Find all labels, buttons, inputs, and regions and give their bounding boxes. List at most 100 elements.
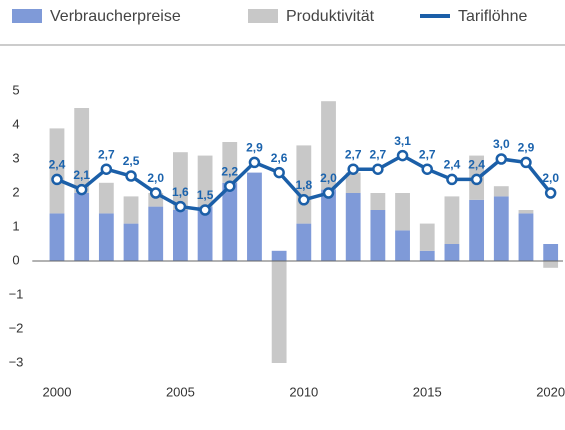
line-point <box>100 163 113 175</box>
bar <box>271 250 287 261</box>
bar <box>493 196 509 261</box>
bar <box>197 206 213 261</box>
data-label: 3,0 <box>493 137 510 151</box>
line-point <box>248 156 261 169</box>
data-label: 3,1 <box>394 134 411 148</box>
data-label: 2,1 <box>73 168 90 182</box>
x-tick-label: 2020 <box>536 384 565 399</box>
bar <box>222 182 238 261</box>
bar <box>345 193 361 261</box>
data-label: 2,5 <box>123 154 140 168</box>
line-point <box>446 173 458 186</box>
bar <box>49 213 65 261</box>
x-tick-label: 2010 <box>289 384 318 399</box>
y-tick-label: 1 <box>12 218 19 233</box>
bar <box>419 223 435 251</box>
line-point <box>421 163 433 175</box>
y-tick-label: −3 <box>9 354 24 369</box>
data-label: 2,0 <box>147 171 164 185</box>
bar <box>172 152 188 210</box>
data-label: 2,0 <box>320 171 337 185</box>
bar <box>321 189 336 261</box>
bar <box>123 223 139 261</box>
line-point <box>51 173 63 186</box>
line-point <box>495 153 508 165</box>
data-label: 2,6 <box>271 151 288 165</box>
x-tick-label: 2000 <box>43 384 72 399</box>
x-tick-label: 2015 <box>413 384 442 399</box>
bar <box>518 210 534 214</box>
bar <box>197 155 213 207</box>
bar <box>469 199 485 261</box>
data-label: 2,7 <box>345 147 362 161</box>
data-label: 2,4 <box>444 158 461 172</box>
bar <box>222 142 238 183</box>
data-label: 1,5 <box>197 188 214 202</box>
y-tick-label: 4 <box>12 116 19 131</box>
data-label: 2,4 <box>49 158 66 172</box>
data-label: 1,6 <box>172 185 189 199</box>
x-tick-label: 2005 <box>166 384 195 399</box>
y-tick-label: −1 <box>9 286 24 301</box>
y-tick-label: 0 <box>12 252 19 267</box>
bar <box>518 213 534 261</box>
bar <box>98 213 114 261</box>
data-label: 2,0 <box>542 171 559 185</box>
data-label: 1,8 <box>295 178 312 192</box>
line-point <box>470 173 483 186</box>
bar <box>395 193 410 231</box>
data-label: 2,9 <box>246 141 263 155</box>
line-point <box>372 163 384 175</box>
line-point <box>396 149 409 162</box>
bar <box>370 193 386 210</box>
line-point <box>199 204 211 216</box>
bar <box>123 196 139 224</box>
bar <box>395 230 410 261</box>
line-point <box>347 163 359 175</box>
legend-label: Produktivität <box>286 8 375 25</box>
bar <box>74 108 90 193</box>
bar <box>98 182 114 214</box>
bar <box>296 223 312 261</box>
bar <box>543 244 559 261</box>
bar <box>419 250 435 261</box>
bar <box>49 128 65 214</box>
legend-label: Verbraucherpreise <box>50 8 181 25</box>
bar <box>345 172 361 193</box>
y-tick-label: 5 <box>12 82 19 97</box>
data-label: 2,7 <box>419 147 436 161</box>
bar <box>74 193 90 261</box>
line-point <box>544 187 557 199</box>
bar <box>370 210 386 261</box>
line-point <box>125 170 137 182</box>
bar <box>321 101 336 190</box>
bar <box>148 206 164 261</box>
data-label: 2,9 <box>518 141 535 155</box>
line-point <box>75 183 88 196</box>
legend-swatch <box>248 9 278 23</box>
line-point <box>298 194 310 206</box>
legend: Verbraucherpreise Produktivität Tariflöhne <box>12 8 527 25</box>
legend-swatch <box>12 9 42 23</box>
line-point <box>149 187 162 199</box>
bar <box>172 210 188 261</box>
bar <box>271 261 287 363</box>
data-label: 2,2 <box>221 164 238 178</box>
legend-label: Tariflöhne <box>458 8 527 25</box>
bar <box>444 196 460 244</box>
data-label: 2,7 <box>370 147 387 161</box>
line-point <box>174 200 187 213</box>
data-label: 2,4 <box>468 158 485 172</box>
line-point <box>273 166 285 179</box>
line-point <box>520 156 532 169</box>
line-point <box>224 180 236 192</box>
bar <box>444 244 460 261</box>
bar <box>543 261 559 268</box>
y-tick-label: −2 <box>9 320 24 335</box>
y-tick-label: 2 <box>12 184 19 199</box>
bar <box>247 172 262 261</box>
y-tick-label: 3 <box>12 150 19 165</box>
data-label: 2,7 <box>98 147 115 161</box>
bar <box>493 186 509 197</box>
